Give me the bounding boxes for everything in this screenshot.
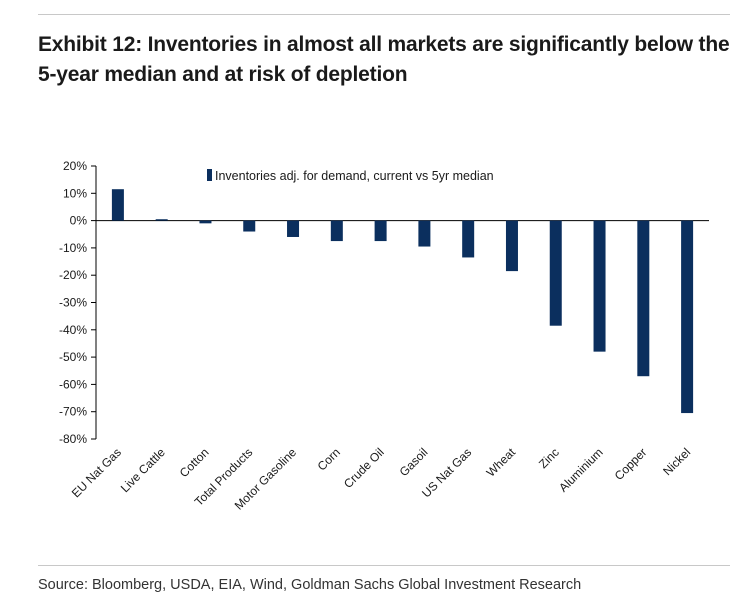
bar: [418, 220, 431, 247]
bar: [681, 220, 694, 414]
y-tick-label: -10%: [59, 241, 87, 255]
bar: [155, 219, 168, 221]
bar: [330, 220, 343, 242]
bar: [287, 220, 300, 237]
bar: [111, 189, 124, 221]
legend-label: Inventories adj. for demand, current vs …: [215, 169, 494, 183]
x-tick-label: Live Cattle: [118, 445, 168, 495]
legend: Inventories adj. for demand, current vs …: [207, 169, 494, 183]
top-rule: [38, 14, 730, 15]
y-tick-label: -30%: [59, 296, 87, 310]
y-tick-label: -50%: [59, 350, 87, 364]
x-tick-label: Nickel: [660, 445, 693, 478]
y-tick-label: 20%: [63, 159, 87, 173]
bar: [637, 220, 650, 377]
y-tick-label: -40%: [59, 323, 87, 337]
y-tick-label: -20%: [59, 268, 87, 282]
bar: [462, 220, 475, 258]
legend-swatch: [207, 169, 212, 181]
x-tick-label: Wheat: [484, 445, 519, 480]
x-tick-label: Gasoil: [397, 445, 431, 479]
y-tick-label: -70%: [59, 405, 87, 419]
x-tick-label: Aluminium: [556, 445, 606, 495]
bar: [593, 220, 606, 352]
bottom-rule: [38, 565, 730, 566]
y-tick-label: -80%: [59, 432, 87, 446]
bar: [199, 220, 212, 224]
chart-title: Exhibit 12: Inventories in almost all ma…: [38, 33, 730, 86]
y-tick-label: -60%: [59, 377, 87, 391]
bar: [505, 220, 518, 272]
x-tick-label: Cotton: [177, 445, 212, 480]
y-tick-label: 10%: [63, 186, 87, 200]
axes: 20% 10% 0% -10% -20% -30% -40% -50% -60% -70% -80%: [59, 159, 709, 446]
x-tick-label: EU Nat Gas: [69, 445, 124, 500]
x-tick-label: Copper: [612, 445, 650, 483]
bar: [374, 220, 387, 242]
x-tick-label: Corn: [315, 445, 343, 473]
x-tick-label: Crude Oil: [341, 445, 387, 491]
bar: [549, 220, 562, 326]
bar-chart: 20% 10% 0% -10% -20% -30% -40% -50% -60% -70% -80%…: [59, 159, 709, 513]
source-note: Source: Bloomberg, USDA, EIA, Wind, Gold…: [38, 577, 582, 593]
bars: [111, 189, 694, 414]
y-tick-label: 0%: [70, 214, 88, 228]
bar: [243, 220, 256, 232]
x-tick-label: Zinc: [536, 445, 562, 471]
